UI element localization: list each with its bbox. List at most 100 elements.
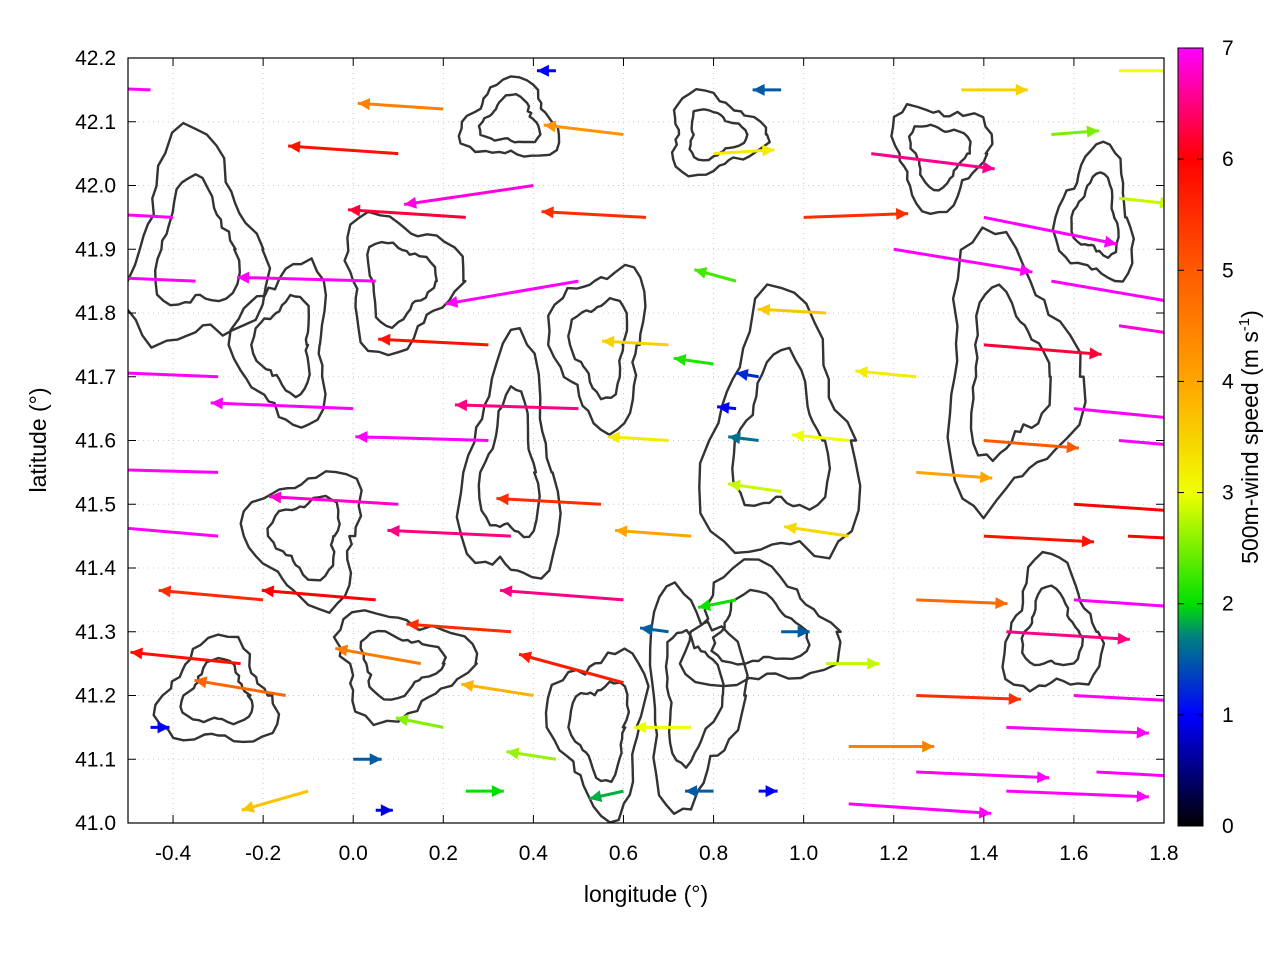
y-tick-label: 41.9 <box>75 238 116 261</box>
x-tick-label: 1.8 <box>1149 842 1178 865</box>
wind-vector <box>541 206 647 219</box>
wind-vector-head <box>728 432 741 445</box>
colorbar-title-close: ) <box>1237 310 1263 318</box>
wind-vector <box>335 644 422 666</box>
wind-vector <box>387 524 511 538</box>
wind-vector-head <box>1117 632 1130 645</box>
wind-vector-head <box>241 801 255 813</box>
contour-line <box>664 628 725 769</box>
wind-vector-shaft <box>194 678 286 697</box>
wind-vector-head <box>922 740 935 753</box>
wind-vector-head <box>288 140 301 153</box>
wind-vector <box>783 522 849 538</box>
wind-vector <box>1006 725 1149 739</box>
wind-vector-shaft <box>496 497 602 506</box>
x-tick-label: 1.0 <box>789 842 818 865</box>
y-tick-label: 42.2 <box>75 47 116 70</box>
y-tick-label: 41.3 <box>75 621 116 644</box>
wind-vector <box>752 83 782 96</box>
wind-vector-head <box>895 208 909 221</box>
wind-vector-head <box>867 657 880 670</box>
wind-vector <box>268 491 399 506</box>
wind-vector-shaft <box>1073 598 1164 608</box>
wind-vector <box>758 785 778 798</box>
wind-vector-head <box>406 619 419 632</box>
wind-vector-head <box>735 369 749 381</box>
wind-vector-shaft <box>916 598 1008 606</box>
wind-vector <box>757 303 827 316</box>
wind-vector <box>499 585 624 602</box>
wind-vector <box>347 204 466 219</box>
contour-line <box>332 609 479 727</box>
wind-vector <box>194 676 286 697</box>
wind-vector-head <box>1081 535 1095 548</box>
wind-vector-shaft <box>128 526 219 538</box>
wind-vector-head <box>634 721 647 734</box>
contour-line <box>227 257 328 429</box>
wind-vector-shaft <box>983 534 1095 544</box>
y-tick-label: 42.1 <box>75 111 116 134</box>
wind-vector-head <box>1163 64 1164 77</box>
x-tick-label: -0.4 <box>155 842 192 865</box>
colorbar-title-superscript: -1 <box>1236 318 1253 331</box>
wind-vector-head <box>1136 790 1149 803</box>
wind-vector <box>727 479 782 493</box>
colorbar-tick-label: 0 <box>1222 815 1234 838</box>
wind-vector <box>735 369 759 381</box>
x-axis-ticks: -0.4 -0.2 0.0 0.2 0.4 0.6 0.8 1.0 1.2 1.4 1.6 1.8 <box>155 58 1179 865</box>
contour-line <box>477 385 541 539</box>
wind-vector-head <box>855 366 868 379</box>
wind-vector <box>961 83 1028 96</box>
wind-vector <box>871 152 995 174</box>
wind-vector-head <box>1159 196 1164 209</box>
wind-vector <box>781 625 810 638</box>
wind-vector-head <box>395 714 409 727</box>
wind-vector-shaft <box>871 152 995 171</box>
contour-line <box>1020 584 1084 667</box>
wind-vector <box>454 399 579 412</box>
wind-vector-shaft <box>983 343 1102 356</box>
wind-vector-head <box>982 161 995 174</box>
contour-line <box>154 173 241 307</box>
contour-line <box>343 210 467 357</box>
wind-vectors <box>128 64 1164 819</box>
contour-line <box>544 647 650 823</box>
wind-vector-head <box>210 397 223 410</box>
wind-vector <box>518 651 624 685</box>
wind-vector-head <box>404 196 417 209</box>
wind-vector-shaft <box>1006 725 1149 735</box>
wind-vector <box>130 647 241 666</box>
x-tick-label: 0.2 <box>429 842 458 865</box>
wind-vector-head <box>157 721 170 734</box>
wind-vector <box>826 657 880 670</box>
y-tick-label: 42.0 <box>75 175 116 198</box>
wind-vector <box>916 770 1050 784</box>
wind-vector-head <box>380 804 393 817</box>
wind-vector <box>128 213 174 219</box>
wind-vector <box>128 371 219 379</box>
wind-vector-shaft <box>378 337 489 347</box>
colorbar-tick-label: 6 <box>1222 148 1234 171</box>
wind-vector-head <box>1086 125 1099 138</box>
wind-vector <box>1006 630 1130 645</box>
wind-vector-shaft <box>403 184 534 206</box>
wind-vector <box>685 785 714 798</box>
wind-vector <box>693 267 737 283</box>
contour-line <box>946 226 1087 520</box>
colorbar-title-main: 500m-wind speed (m s <box>1237 331 1263 564</box>
wind-vector-head <box>357 98 371 111</box>
wind-vector <box>406 619 511 634</box>
wind-vector-head <box>387 524 400 537</box>
wind-vector <box>855 366 917 379</box>
wind-vector-head <box>1015 83 1028 96</box>
wind-vector <box>1127 534 1164 540</box>
wind-vector <box>1073 598 1164 608</box>
wind-vector-shaft <box>210 401 354 411</box>
contour-line <box>710 588 811 666</box>
y-tick-label: 41.4 <box>75 557 116 580</box>
wind-vector <box>158 585 264 602</box>
wind-vector <box>460 680 534 697</box>
wind-vector <box>601 335 669 348</box>
y-tick-label: 41.1 <box>75 748 116 771</box>
